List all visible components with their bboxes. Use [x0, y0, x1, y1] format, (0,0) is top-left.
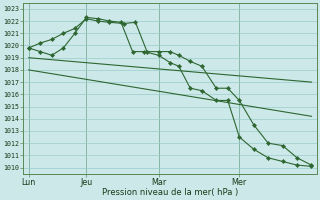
X-axis label: Pression niveau de la mer( hPa ): Pression niveau de la mer( hPa )	[102, 188, 238, 197]
